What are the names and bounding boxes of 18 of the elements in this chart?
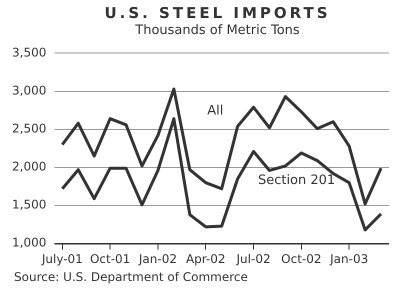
x-tick-label: July-01 (40, 252, 83, 266)
x-tick-label: Jan-02 (138, 252, 177, 266)
y-tick-label: 3,500 (12, 45, 46, 60)
x-tick-label: Oct-01 (90, 252, 130, 266)
y-tick-label: 2,500 (12, 121, 46, 136)
series-label: Section 201 (258, 173, 336, 188)
y-tick-label: 2,000 (12, 160, 46, 174)
y-tick-label: 1,500 (12, 198, 46, 212)
chart-subtitle: Thousands of Metric Tons (134, 23, 301, 38)
x-tick-label: Jul-02 (236, 252, 271, 266)
y-tick-label: 1,000 (12, 236, 46, 250)
x-tick-label: Apr-02 (186, 252, 226, 266)
source-note: Source: U.S. Department of Commerce (13, 270, 249, 284)
series-label: All (207, 104, 224, 119)
y-tick-label: 3,000 (12, 83, 46, 98)
x-tick-label: Oct-02 (281, 252, 322, 266)
x-tick-label: Jan-03 (329, 252, 368, 266)
chart-title: U.S. STEEL IMPORTS (103, 3, 332, 22)
